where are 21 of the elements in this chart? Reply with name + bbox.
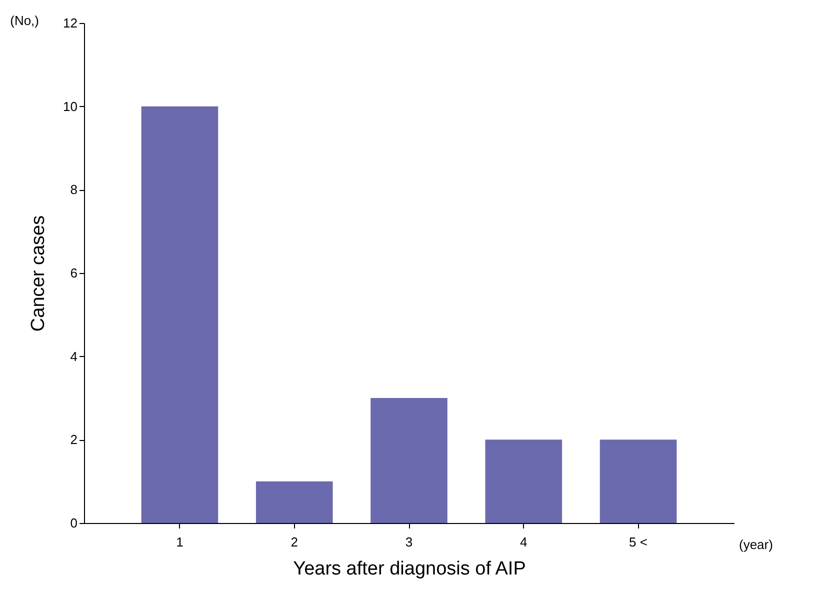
bar xyxy=(256,481,333,523)
x-tick-label: 4 xyxy=(520,534,528,550)
bar xyxy=(600,440,677,523)
text: (year) xyxy=(739,537,773,552)
y-axis-title: Cancer cases xyxy=(28,215,50,332)
y-tick-label: 12 xyxy=(63,16,78,30)
y-tick-label: 10 xyxy=(63,98,78,114)
x-tick-label: 3 xyxy=(405,534,413,550)
y-tick-label: 6 xyxy=(70,266,78,280)
x-axis-title: Years after diagnosis of AIP xyxy=(293,558,526,580)
bar xyxy=(485,440,562,523)
y-tick-label: 4 xyxy=(70,348,78,364)
y-tick-label: 0 xyxy=(70,516,78,530)
y-tick-label: 2 xyxy=(70,432,78,448)
bar xyxy=(141,106,218,523)
x-tick-label: 5 < xyxy=(629,534,648,550)
text: (No,) xyxy=(10,13,39,28)
bar xyxy=(370,398,448,523)
x-tick-label: 1 xyxy=(176,534,184,550)
y-tick-label: 8 xyxy=(70,182,78,198)
x-tick-label: 2 xyxy=(290,534,298,550)
